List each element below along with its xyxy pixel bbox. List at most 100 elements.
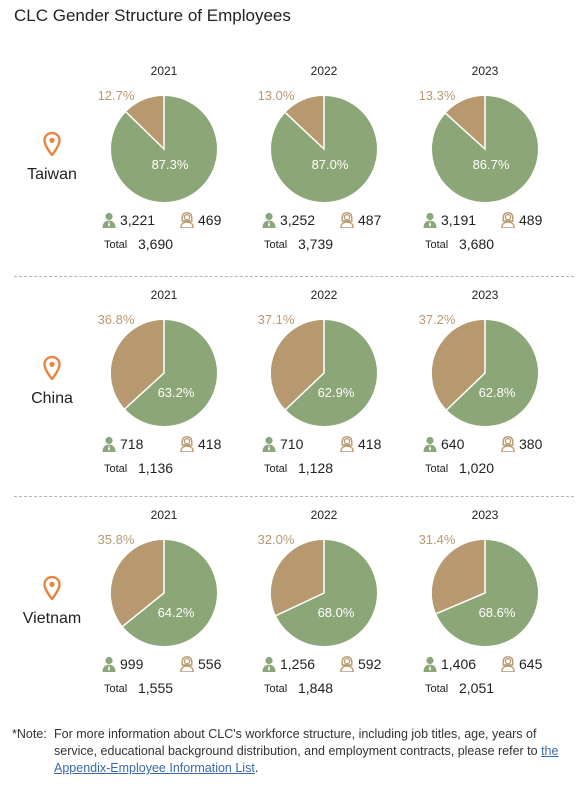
pie-slice-female — [111, 540, 164, 627]
male-count: 3,252 — [262, 212, 315, 228]
map-pin-icon — [43, 356, 61, 380]
slice-divider — [124, 320, 165, 410]
female-count: 469 — [180, 212, 221, 229]
male-pct-label: 62.9% — [318, 385, 355, 400]
region-header: China — [22, 356, 82, 408]
male-employee-icon — [262, 212, 276, 228]
total-value: 1,555 — [138, 680, 174, 696]
female-count-value: 380 — [519, 436, 543, 452]
female-count-value: 487 — [358, 212, 382, 228]
year-chart: 2021 64.2% 35.8% 999 556 Total 1,555 — [84, 508, 244, 708]
year-label: 2021 — [150, 64, 178, 78]
year-chart: 2023 86.7% 13.3% 3,191 489 Total 3,680 — [405, 64, 565, 264]
section-divider — [14, 276, 574, 277]
appendix-link[interactable]: the Appendix-Employee Information List — [54, 744, 559, 775]
male-pct-label: 62.8% — [479, 385, 516, 400]
section-divider — [14, 496, 574, 497]
male-count: 640 — [423, 436, 464, 452]
male-count-value: 718 — [120, 436, 144, 452]
pie-chart: 87.0% — [271, 96, 377, 202]
total-label: Total — [425, 463, 449, 475]
female-pct-label: 32.0% — [257, 532, 295, 547]
year-chart: 2022 68.0% 32.0% 1,256 592 Total 1,848 — [244, 508, 404, 708]
total-label: Total — [264, 463, 288, 475]
male-employee-icon — [262, 436, 276, 452]
male-pct-label: 64.2% — [158, 605, 195, 620]
pie-slice-female — [445, 96, 485, 149]
note-end: . — [254, 761, 259, 775]
year-label: 2023 — [471, 64, 499, 78]
female-pct-label: 12.7% — [97, 88, 135, 103]
slice-divider — [125, 96, 165, 151]
footnote: *Note: For more information about CLC's … — [12, 726, 578, 777]
male-pct-label: 68.0% — [318, 605, 355, 620]
pie-chart: 62.9% — [271, 320, 377, 426]
male-pct-label: 87.3% — [152, 157, 189, 172]
year-chart: 2021 63.2% 36.8% 718 418 Total 1,136 — [84, 288, 244, 488]
year-label: 2023 — [471, 508, 499, 522]
male-count-value: 3,252 — [280, 212, 316, 228]
male-count: 718 — [102, 436, 143, 452]
male-count: 999 — [102, 656, 143, 672]
male-pct-label: 68.6% — [479, 605, 516, 620]
region-name: Vietnam — [22, 610, 82, 627]
female-employee-icon — [180, 212, 194, 229]
male-count: 1,406 — [423, 656, 476, 672]
female-employee-icon — [501, 212, 515, 229]
total-value: 1,020 — [459, 460, 495, 476]
pie-chart: 63.2% — [111, 320, 217, 426]
pie-slice-female — [126, 96, 164, 149]
pie-slice-female — [271, 540, 324, 616]
female-count: 380 — [501, 436, 543, 453]
note-label: *Note: — [12, 727, 47, 741]
male-pct-label: 87.0% — [312, 157, 349, 172]
region-name: China — [31, 390, 73, 407]
page-title: CLC Gender Structure of Employees — [14, 6, 291, 25]
female-employee-icon — [340, 656, 354, 673]
total-label: Total — [425, 239, 449, 251]
pie-chart: 87.3% — [111, 96, 217, 202]
female-employee-icon — [180, 436, 194, 453]
female-pct-label: 13.0% — [257, 88, 295, 103]
female-count-value: 418 — [198, 436, 222, 452]
total-value: 2,051 — [459, 680, 495, 696]
male-pct-label: 63.2% — [158, 385, 195, 400]
male-count-value: 3,221 — [120, 212, 156, 228]
year-chart: 2022 62.9% 37.1% 710 418 Total 1,128 — [244, 288, 404, 488]
male-employee-icon — [423, 212, 437, 228]
slice-divider — [285, 320, 325, 411]
female-count: 592 — [340, 656, 381, 673]
female-employee-icon — [501, 656, 515, 673]
total-value: 1,136 — [138, 460, 174, 476]
female-count-value: 645 — [519, 656, 543, 672]
male-employee-icon — [423, 436, 437, 452]
female-count: 418 — [180, 436, 222, 453]
pie-slice-female — [111, 320, 164, 409]
male-count-value: 1,406 — [441, 656, 477, 672]
female-count: 487 — [340, 212, 382, 229]
slice-divider — [284, 96, 325, 151]
male-count-value: 999 — [120, 656, 144, 672]
slice-divider — [435, 540, 486, 615]
female-count: 489 — [501, 212, 542, 229]
total-value: 1,848 — [298, 680, 334, 696]
male-count-value: 1,256 — [280, 656, 316, 672]
pie-chart: 68.6% — [432, 540, 538, 646]
female-count: 418 — [340, 436, 381, 453]
female-count: 645 — [501, 656, 543, 673]
total-value: 3,680 — [459, 236, 495, 252]
male-count: 1,256 — [262, 656, 315, 672]
male-employee-icon — [102, 436, 116, 452]
male-employee-icon — [423, 656, 437, 672]
total-label: Total — [264, 239, 288, 251]
female-pct-label: 36.8% — [97, 312, 135, 327]
total-label: Total — [425, 683, 449, 695]
pie-slice-female — [432, 540, 485, 614]
male-count-value: 710 — [280, 436, 304, 452]
male-count: 710 — [262, 436, 303, 452]
total-value: 3,690 — [138, 236, 174, 252]
region-header: Vietnam — [22, 576, 82, 628]
male-count-value: 3,191 — [441, 212, 477, 228]
male-count: 3,221 — [102, 212, 155, 228]
year-label: 2021 — [150, 508, 178, 522]
